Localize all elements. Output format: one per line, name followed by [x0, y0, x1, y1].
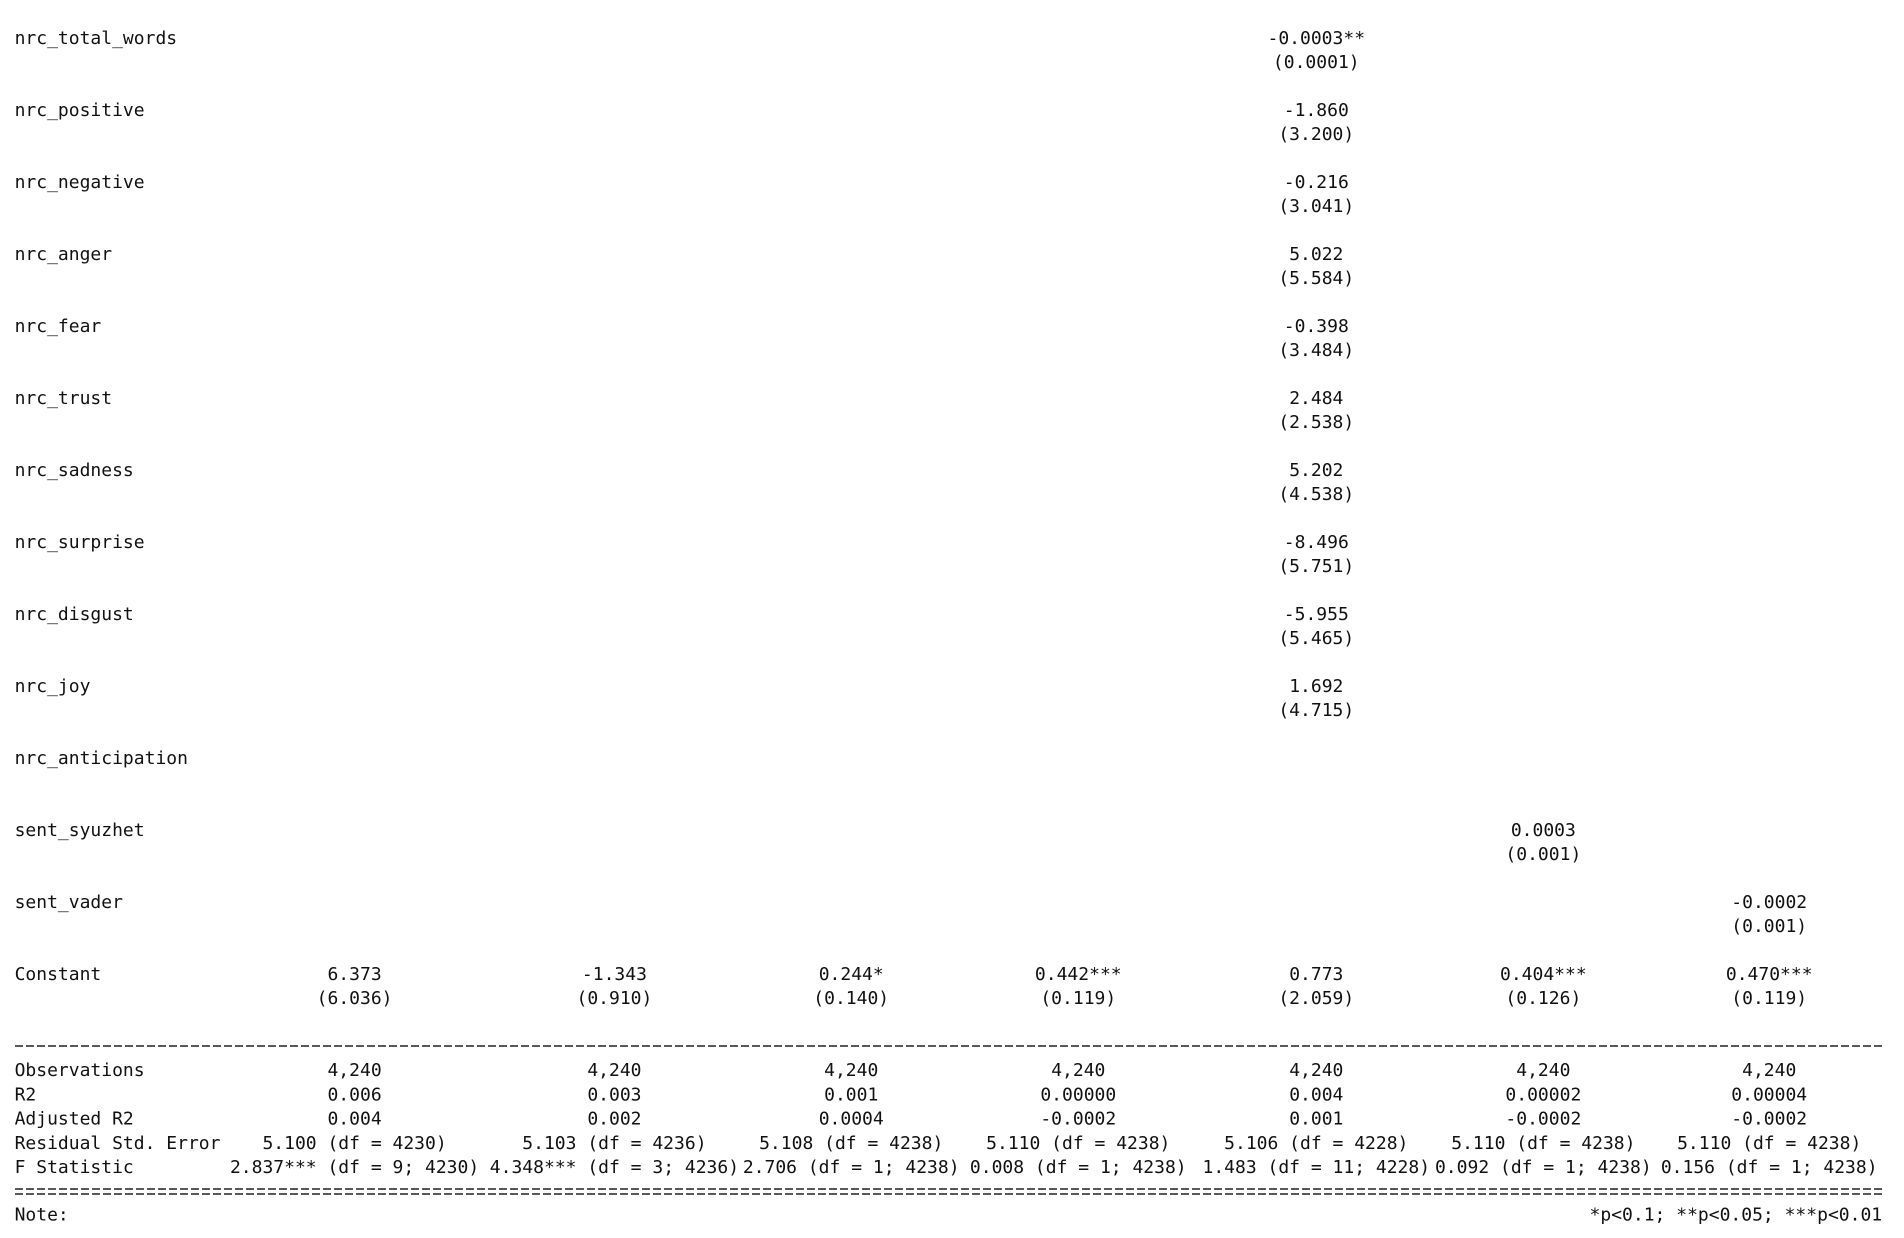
row-label: nrc_anticipation: [15, 748, 188, 769]
std-error: (4.538): [1278, 484, 1354, 505]
stat-value: 4.348*** (df = 3; 4236): [490, 1157, 739, 1178]
note-text: *p<0.1; **p<0.05; ***p<0.01: [1590, 1205, 1883, 1226]
std-error: (0.140): [813, 988, 889, 1009]
stat-value: 5.103 (df = 4236): [522, 1133, 706, 1154]
estimate: 5.202: [1289, 460, 1343, 481]
stat-value: 4,240: [1742, 1060, 1796, 1081]
stat-label: Observations: [15, 1060, 145, 1081]
row-label: Constant: [15, 964, 102, 985]
estimate: 0.404***: [1500, 964, 1587, 985]
estimate: 0.0003: [1511, 820, 1576, 841]
stat-value: 4,240: [824, 1060, 878, 1081]
row-label: nrc_fear: [15, 316, 102, 337]
row-label: nrc_disgust: [15, 604, 134, 625]
stat-value: 5.110 (df = 4238): [986, 1133, 1170, 1154]
stat-value: 0.004: [327, 1109, 381, 1130]
stat-value: 0.001: [824, 1084, 878, 1105]
stat-value: 4,240: [1289, 1060, 1343, 1081]
stat-value: 1.483 (df = 11; 4228): [1202, 1157, 1430, 1178]
stat-value: -0.0002: [1505, 1109, 1581, 1130]
std-error: (3.484): [1278, 340, 1354, 361]
stat-value: 0.00004: [1731, 1084, 1807, 1105]
stat-value: 4,240: [587, 1060, 641, 1081]
estimate: -0.398: [1284, 316, 1349, 337]
std-error: (2.538): [1278, 412, 1354, 433]
stat-value: 0.00002: [1505, 1084, 1581, 1105]
std-error: (4.715): [1278, 700, 1354, 721]
std-error: (3.200): [1278, 124, 1354, 145]
stat-value: 5.110 (df = 4238): [1451, 1133, 1635, 1154]
row-label: sent_syuzhet: [15, 820, 145, 841]
stat-label: Residual Std. Error: [15, 1133, 221, 1154]
std-error: (0.001): [1731, 916, 1807, 937]
stat-value: 0.156 (df = 1; 4238): [1661, 1157, 1878, 1178]
stat-value: 5.108 (df = 4238): [759, 1133, 943, 1154]
stat-value: 0.0004: [819, 1109, 884, 1130]
std-error: (0.126): [1505, 988, 1581, 1009]
stat-label: Adjusted R2: [15, 1109, 134, 1130]
stat-value: 4,240: [1516, 1060, 1570, 1081]
estimate: 0.773: [1289, 964, 1343, 985]
stat-label: R2: [15, 1084, 37, 1105]
stat-value: 2.837*** (df = 9; 4230): [230, 1157, 479, 1178]
stat-value: 4,240: [1051, 1060, 1105, 1081]
estimate: 0.442***: [1035, 964, 1122, 985]
std-error: (5.465): [1278, 628, 1354, 649]
stat-value: 5.106 (df = 4228): [1224, 1133, 1408, 1154]
row-label: sent_vader: [15, 892, 124, 913]
std-error: (0.119): [1040, 988, 1116, 1009]
row-label: nrc_surprise: [15, 532, 145, 553]
stat-value: 0.00000: [1040, 1084, 1116, 1105]
estimate: -0.216: [1284, 172, 1349, 193]
estimate: -1.343: [582, 964, 647, 985]
std-error: (5.751): [1278, 556, 1354, 577]
estimate: 5.022: [1289, 244, 1343, 265]
estimate: -1.860: [1284, 100, 1349, 121]
stat-label: F Statistic: [15, 1157, 134, 1178]
stat-value: 0.002: [587, 1109, 641, 1130]
std-error: (5.584): [1278, 268, 1354, 289]
std-error: (0.0001): [1273, 52, 1360, 73]
stat-value: 4,240: [327, 1060, 381, 1081]
std-error: (0.001): [1505, 844, 1581, 865]
row-label: nrc_sadness: [15, 460, 134, 481]
estimate: 2.484: [1289, 388, 1343, 409]
estimate: 6.373: [327, 964, 381, 985]
row-label: nrc_anger: [15, 244, 113, 265]
estimate: 0.470***: [1726, 964, 1813, 985]
stat-value: -0.0002: [1731, 1109, 1807, 1130]
std-error: (6.036): [317, 988, 393, 1009]
stat-value: 0.001: [1289, 1109, 1343, 1130]
stat-value: 0.006: [327, 1084, 381, 1105]
row-label: nrc_joy: [15, 676, 91, 697]
row-label: nrc_positive: [15, 100, 145, 121]
estimate: -0.0003**: [1268, 28, 1366, 49]
stat-value: 0.092 (df = 1; 4238): [1435, 1157, 1652, 1178]
std-error: (2.059): [1278, 988, 1354, 1009]
estimate: -0.0002: [1731, 892, 1807, 913]
note-label: Note:: [15, 1205, 69, 1226]
std-error: (0.910): [576, 988, 652, 1009]
row-label: nrc_negative: [15, 172, 145, 193]
stat-value: 0.004: [1289, 1084, 1343, 1105]
stat-value: 0.003: [587, 1084, 641, 1105]
estimate: 1.692: [1289, 676, 1343, 697]
row-label: nrc_total_words: [15, 28, 178, 49]
std-error: (3.041): [1278, 196, 1354, 217]
estimate: -5.955: [1284, 604, 1349, 625]
estimate: 0.244*: [819, 964, 884, 985]
std-error: (0.119): [1731, 988, 1807, 1009]
stat-value: -0.0002: [1040, 1109, 1116, 1130]
estimate: -8.496: [1284, 532, 1349, 553]
stat-value: 5.110 (df = 4238): [1677, 1133, 1861, 1154]
stat-value: 2.706 (df = 1; 4238): [743, 1157, 960, 1178]
row-label: nrc_trust: [15, 388, 113, 409]
stat-value: 5.100 (df = 4230): [262, 1133, 446, 1154]
stat-value: 0.008 (df = 1; 4238): [970, 1157, 1187, 1178]
